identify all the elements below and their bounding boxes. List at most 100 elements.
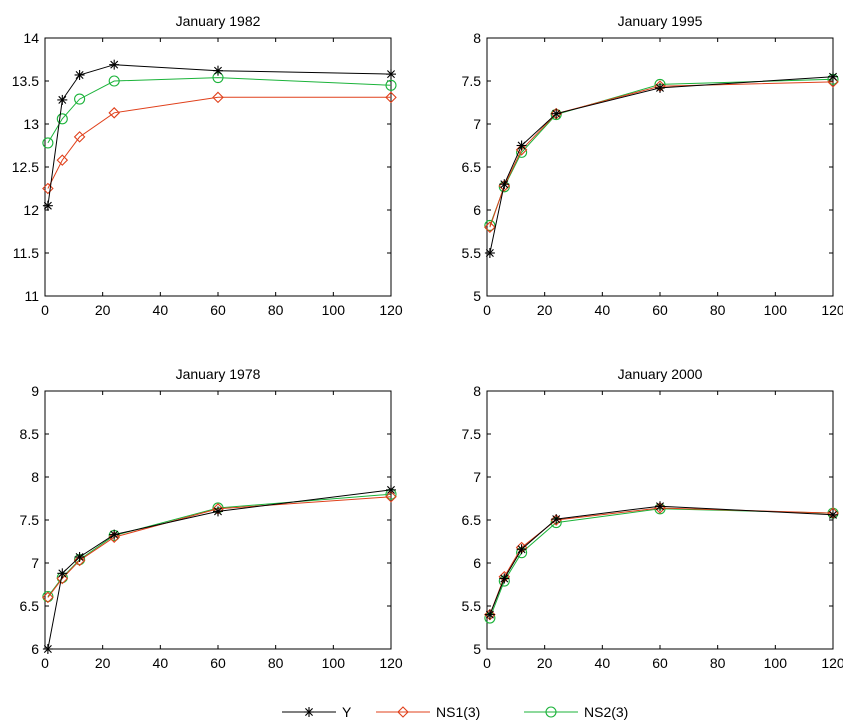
series-NS2(3) [42,72,397,149]
y-tick-label: 5.5 [462,245,482,261]
data-point [386,69,396,80]
y-tick-label: 13.5 [12,73,39,89]
data-point [828,71,838,82]
panel-title: January 2000 [618,366,703,382]
series-Y [484,71,838,258]
panel-2: January 1995 0 20 40 60 80 100 120 5 5.5 6 6.5 7 7.5 8 [462,13,843,318]
data-point [386,484,396,495]
x-tick-label: 120 [821,655,843,671]
y-tick-label: 5 [473,641,481,657]
data-point [516,544,527,555]
series-line [489,76,834,254]
data-point [385,91,397,104]
x-tick-label: 100 [764,655,788,671]
axes-box [44,390,392,650]
data-point [484,221,496,233]
data-point [484,248,495,258]
series-NS1(3) [484,76,839,233]
x-tick-label: 0 [41,655,49,671]
data-point [385,79,397,91]
series-NS1(3) [42,491,397,604]
y-tick-label: 6 [473,202,481,218]
panel-title: January 1982 [176,13,261,29]
y-tick-label: 7.5 [20,512,40,528]
data-point [73,554,86,567]
legend-entry: NS2(3) [524,704,628,720]
series-line [47,489,392,650]
legend-label: Y [342,704,352,720]
y-tick-label: 7.5 [462,426,482,442]
y-tick-label: 6.5 [462,159,482,175]
y-tick-label: 5.5 [462,598,482,614]
series-Y [484,501,838,620]
data-point [499,573,510,584]
data-point [42,200,53,211]
axes-box [486,390,834,650]
data-point [516,140,527,151]
x-tick-label: 100 [322,302,346,318]
x-tick-label: 40 [595,302,611,318]
x-tick-label: 80 [268,655,284,671]
data-point [655,501,665,512]
x-tick-label: 20 [537,655,553,671]
data-point [42,591,54,604]
y-tick-label: 8 [473,30,481,46]
series-Y [42,59,396,211]
axes-box [486,37,834,297]
y-tick-label: 6.5 [462,512,482,528]
data-point [73,131,86,143]
series-line [489,505,834,615]
legend-entry: NS1(3) [376,704,480,720]
y-tick-label: 5 [473,288,481,304]
panel-title: January 1978 [176,366,261,382]
x-tick-label: 40 [153,655,169,671]
data-point [74,93,86,105]
series-line [47,77,392,144]
y-tick-label: 11.5 [13,245,39,261]
data-point [56,154,69,166]
data-point [74,69,85,80]
x-tick-label: 60 [652,655,668,671]
series-line [489,78,834,226]
x-tick-label: 40 [153,302,169,318]
data-point [108,75,120,87]
data-point [56,113,68,125]
x-tick-label: 40 [595,655,611,671]
data-point [109,59,120,70]
y-tick-label: 13 [23,116,39,132]
y-tick-label: 8 [31,469,39,485]
x-tick-label: 60 [210,302,226,318]
y-tick-label: 8 [473,383,481,399]
y-tick-label: 7 [473,469,481,485]
legend-marker [545,706,557,718]
legend: Y NS1(3) NS2(3) [282,704,628,720]
x-tick-label: 20 [95,302,111,318]
x-tick-label: 60 [652,302,668,318]
legend-marker [304,707,314,717]
y-tick-label: 6 [473,555,481,571]
series-line [47,64,392,206]
data-point [385,491,397,503]
series-NS1(3) [42,91,397,195]
series-NS2(3) [484,73,839,232]
series-line [489,508,834,619]
data-point [109,529,120,540]
panel-4: January 2000 0 20 40 60 80 100 120 5 5.5 6 6.5 7 7.5 8 [462,366,843,671]
data-point [57,568,68,579]
data-point [484,609,495,620]
y-tick-label: 8.5 [20,426,40,442]
y-tick-label: 12.5 [12,159,39,175]
legend-label: NS1(3) [436,704,480,720]
panel-3: January 1978 0 20 40 60 80 100 120 6 6.5 7 7.5 8 8.5 9 [20,366,403,671]
x-tick-label: 20 [537,302,553,318]
data-point [484,219,496,232]
y-tick-label: 7.5 [462,73,482,89]
data-point [74,551,85,562]
x-tick-label: 100 [322,655,346,671]
y-tick-label: 14 [23,30,39,46]
x-tick-label: 80 [268,302,284,318]
y-tick-label: 7 [473,116,481,132]
panel-title: January 1995 [618,13,703,29]
data-point [42,137,54,149]
